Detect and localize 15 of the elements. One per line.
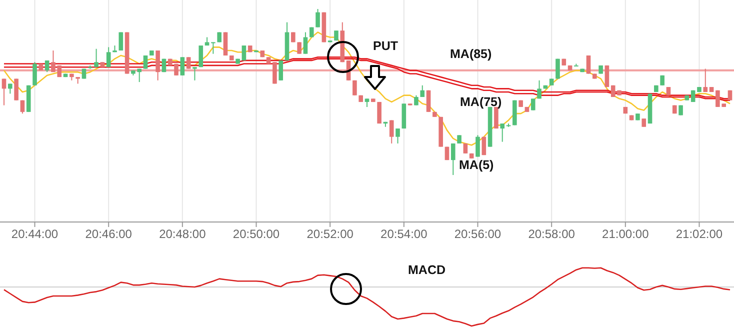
x-tick-label: 21:00:00 [602, 227, 650, 241]
x-tick-label: 20:54:00 [380, 227, 428, 241]
x-tick-label: 20:52:00 [306, 227, 354, 241]
x-tick-label: 20:58:00 [528, 227, 576, 241]
x-tick-label: 20:56:00 [454, 227, 502, 241]
series-label: MA(85) [450, 47, 492, 61]
x-tick-label: 21:02:00 [676, 227, 723, 241]
series-label: MA(5) [459, 158, 494, 172]
x-tick-label: 20:46:00 [85, 227, 132, 241]
annotation: PUT [373, 39, 398, 53]
x-tick-label: 20:44:00 [11, 227, 58, 241]
x-tick-label: 20:50:00 [232, 227, 280, 241]
text: MACD [408, 263, 446, 277]
series-label: MA(75) [460, 95, 502, 109]
x-tick-label: 20:48:00 [159, 227, 206, 241]
